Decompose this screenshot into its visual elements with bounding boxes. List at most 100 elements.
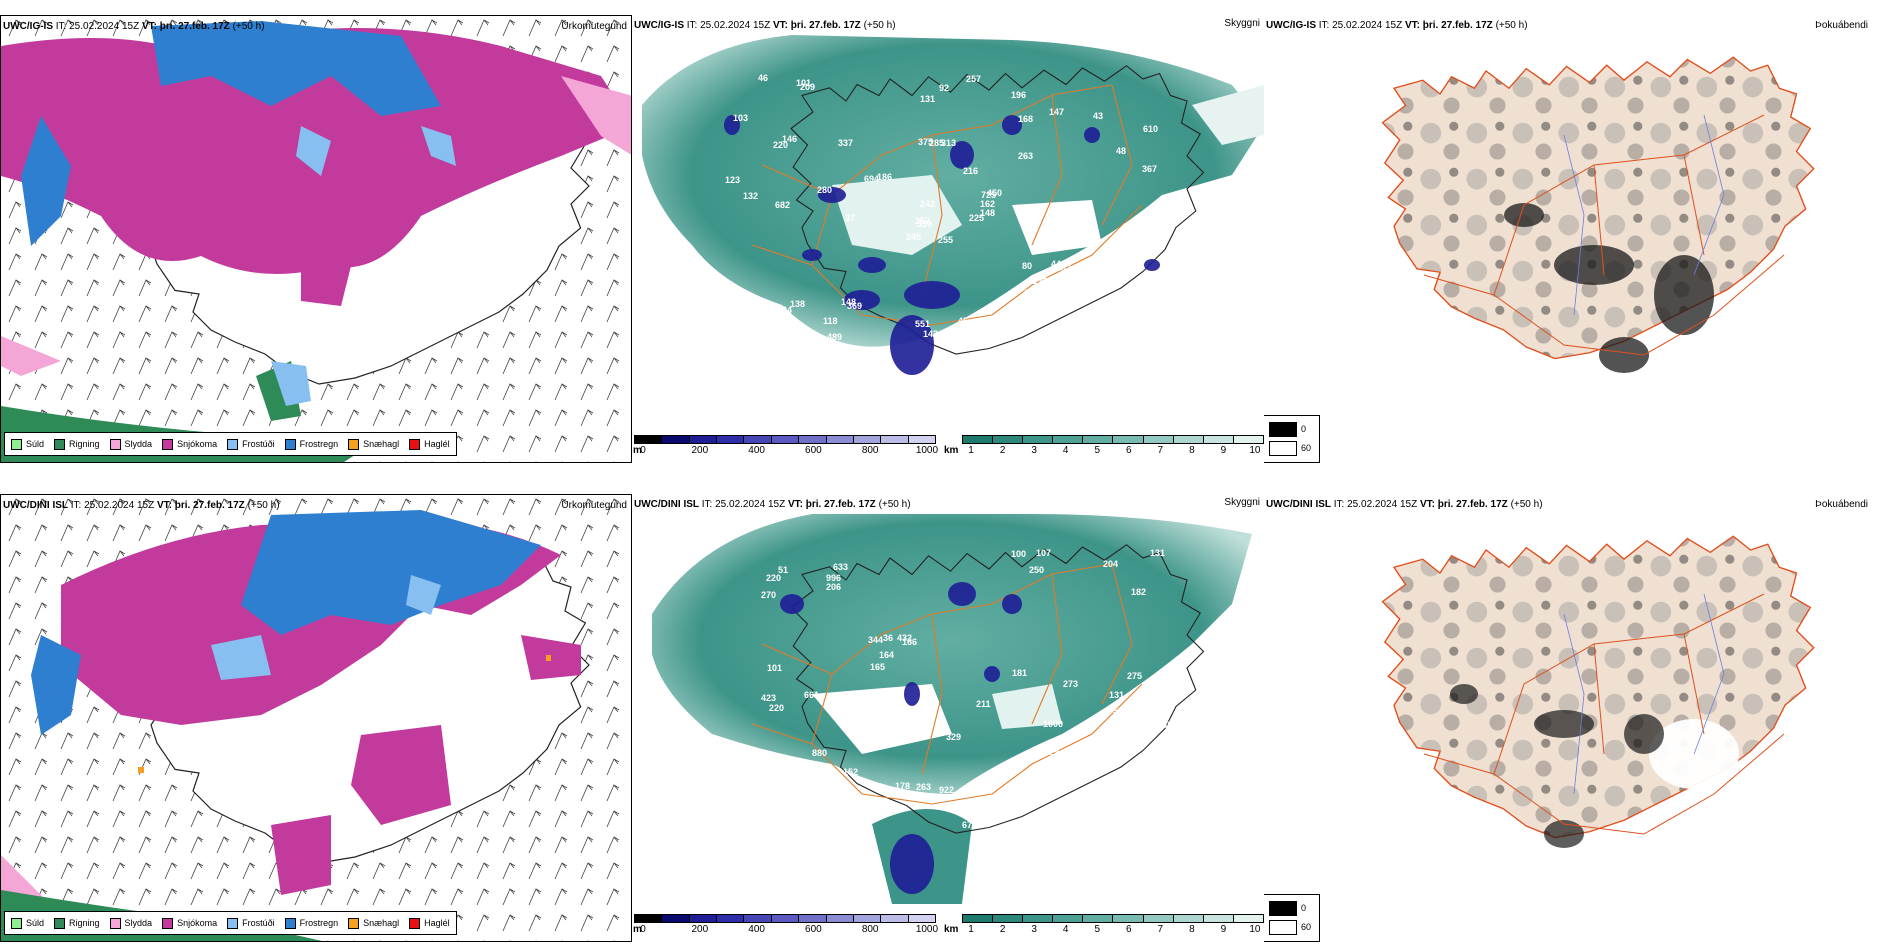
cloudbase-label: 204	[1103, 559, 1118, 569]
colorbar-cell	[1173, 915, 1204, 922]
cloudbase-label: 217	[1068, 808, 1083, 818]
cloudbase-label: 255	[938, 235, 953, 245]
colorbar-tick-label: 2	[999, 445, 1006, 456]
cloudbase-label: 168	[1018, 114, 1033, 124]
cloudbase-label: 257	[966, 74, 981, 84]
cloudbase-label: 329	[946, 732, 961, 742]
swatch-icon	[227, 438, 239, 450]
colorbar-cell	[908, 436, 935, 443]
panel-title: Þokuábendi	[1815, 499, 1868, 510]
colorbar-tick-label: 7	[1157, 924, 1164, 935]
swatch-icon	[11, 917, 22, 929]
swatch-icon	[348, 917, 360, 929]
cloudbase-label: 146	[1124, 812, 1139, 822]
fog-map	[1381, 535, 1815, 848]
cloudbase-label: 263	[916, 782, 931, 792]
colorbar-tick-label: 1	[968, 924, 974, 935]
cloudbase-label: 209	[800, 82, 815, 92]
colorbar-tick-label: 0	[640, 924, 646, 935]
cloudbase-label: 263	[1018, 151, 1033, 161]
panel-header: UWC/IG-IS IT: 25.02.2024 15Z VT: þri. 27…	[3, 21, 265, 32]
colorbar-tick-label: 6	[1125, 445, 1132, 456]
cloudbase-label: 104	[1109, 830, 1124, 840]
cloudbase-label: 325	[988, 838, 1003, 848]
colorbar-cell	[1143, 436, 1174, 443]
precip-legend: Súld Rigning Slydda Snjókoma Frostúði Fr…	[4, 911, 457, 935]
colorbar-cell	[717, 436, 745, 443]
cloudbase-label: 225	[969, 213, 984, 223]
legend-item: Frostregn	[284, 438, 338, 450]
colorbar-tick-label: 200	[691, 445, 709, 456]
colorbar-tick-label: 8	[1189, 924, 1195, 935]
cloudbase-label: 130	[1024, 288, 1039, 298]
cloudbase-label: 450	[987, 188, 1002, 198]
cloudbase-label: 162	[980, 199, 995, 209]
cloudbase-label: 181	[1012, 668, 1027, 678]
cloudbase-label: 220	[773, 140, 788, 150]
colorbar-cell	[689, 915, 718, 922]
cloudbase-label: 922	[939, 785, 954, 795]
panel-title: Úrkomutegund	[561, 21, 627, 32]
cloudbase-label: 167	[1080, 741, 1095, 751]
cloudbase-label: 138	[790, 299, 805, 309]
cloudbase-label: 103	[733, 113, 748, 123]
cloudbase-label: 633	[833, 562, 848, 572]
cloudbase-label: 131	[1150, 548, 1165, 558]
colorbar-cells	[962, 914, 1264, 923]
cloudbase-label: 257	[915, 216, 930, 226]
colorbar-tick-label: 4	[1062, 924, 1069, 935]
cloudbase-label: 182	[1019, 787, 1034, 797]
cloudbase-label: 155	[839, 354, 854, 364]
colorbar-tick-label: 1000	[915, 445, 939, 456]
colorbar-cell	[744, 436, 772, 443]
cloudbase-label: 234	[777, 305, 792, 315]
colorbar-ticks: 1 2 3 4 5 6 7 8 9 10	[962, 924, 1264, 936]
colorbar-tick-label: 2	[999, 924, 1006, 935]
cloudbase-label: 182	[1131, 587, 1146, 597]
colorbar-cell	[1023, 915, 1054, 922]
cloudbase-label: 432	[897, 633, 912, 643]
colorbar-cell	[1203, 436, 1234, 443]
cloudbase-label: 206	[826, 582, 841, 592]
fog-panel-top: UWC/IG-IS IT: 25.02.2024 15Z VT: þri. 27…	[1264, 15, 1900, 463]
colorbar-ticks: 1 2 3 4 5 6 7 8 9 10	[962, 445, 1264, 457]
cloudbase-label: 694	[864, 174, 879, 184]
colorbar-cell	[853, 436, 882, 443]
cloudbase-label: 275	[1127, 671, 1142, 681]
cloudbase-label: 180	[1082, 752, 1097, 762]
cloudbase-label: 661	[804, 690, 819, 700]
legend-item: Slydda	[109, 438, 152, 450]
cloudbase-colorbar: 0 200 400 600 800 1000 m	[633, 435, 939, 457]
colorbar-tick-label: 9	[1220, 445, 1227, 456]
swatch-icon	[109, 917, 121, 929]
cloudbase-label: 48	[1116, 146, 1126, 156]
swatch-icon	[1269, 441, 1297, 456]
colorbar-cell	[689, 436, 718, 443]
panel-header: UWC/IG-IS IT: 25.02.2024 15Z VT: þri. 27…	[634, 20, 896, 31]
cloudbase-label: 610	[1143, 124, 1158, 134]
cloud-panel-bottom: UWC/DINI ISL IT: 25.02.2024 15Z VT: þri.…	[632, 494, 1264, 942]
swatch-icon	[1269, 920, 1297, 935]
colorbar-cell	[881, 915, 909, 922]
legend-item: Rigning	[54, 917, 100, 929]
colorbar-cell	[1083, 915, 1114, 922]
cloudbase-label: 192	[797, 363, 812, 373]
legend-item: Snæhagl	[348, 917, 399, 929]
cloudbase-label: 112	[761, 364, 776, 374]
cloudbase-label: 223	[757, 345, 772, 355]
cloudbase-label: 165	[870, 662, 885, 672]
colorbar-cell	[1053, 436, 1084, 443]
legend-item: Haglél	[409, 438, 450, 450]
colorbar-cell	[1113, 436, 1144, 443]
colorbar-cell	[1203, 915, 1234, 922]
colorbar-tick-label: 5	[1094, 445, 1100, 456]
cloudbase-label: 482	[1100, 358, 1115, 368]
cloudbase-label: 164	[879, 650, 894, 660]
precip-map	[1, 16, 631, 462]
colorbar-cell	[635, 436, 663, 443]
colorbar-cell	[1143, 915, 1174, 922]
colorbar-tick-label: 1	[968, 445, 974, 456]
colorbar-tick-label: 200	[691, 924, 709, 935]
cloudbase-label: 386	[1135, 358, 1150, 368]
panel-header: UWC/IG-IS IT: 25.02.2024 15Z VT: þri. 27…	[1266, 20, 1528, 31]
